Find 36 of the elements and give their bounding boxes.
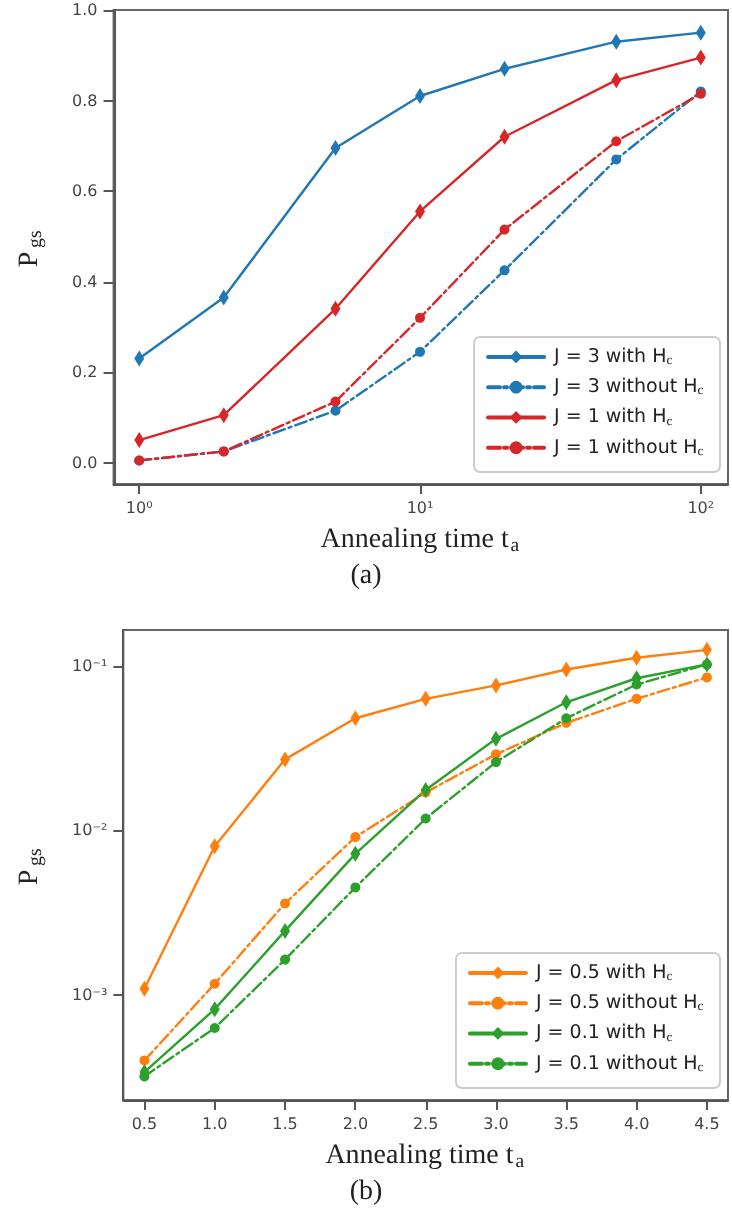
point <box>209 1022 220 1033</box>
x-tick-label: 3.0 <box>483 1115 509 1133</box>
y-tick-label: 0.8 <box>72 91 98 110</box>
x-tick-label: 10¹ <box>406 499 434 517</box>
text: (b) <box>349 1177 383 1207</box>
x-tick-label: 1.0 <box>201 1115 228 1133</box>
point <box>280 898 291 909</box>
y-tick-label: 10⁻² <box>72 821 108 840</box>
y-axis-title: Pgs <box>15 230 48 268</box>
point <box>701 672 712 683</box>
y-axis-title: Pgs <box>15 848 48 886</box>
x-tick-label: 1.5 <box>272 1115 298 1133</box>
x-tick-label: 10⁰ <box>125 499 153 517</box>
y-tick-label: 0.4 <box>72 272 98 291</box>
point <box>209 978 220 989</box>
point <box>420 813 431 824</box>
y-tick-label: 0.6 <box>72 182 98 201</box>
y-tick-label: 1.0 <box>72 1 98 19</box>
point <box>280 954 291 965</box>
y-tick-label: 0.2 <box>72 363 98 382</box>
point <box>350 832 361 843</box>
x-tick-label: 3.5 <box>553 1115 580 1133</box>
y-tick-label: 10⁻³ <box>72 985 108 1004</box>
x-tick-label: 0.5 <box>131 1115 158 1133</box>
point <box>350 882 361 893</box>
x-tick-label: 4.5 <box>694 1115 720 1133</box>
x-tick-label: 4.0 <box>623 1115 650 1133</box>
point <box>139 1055 150 1066</box>
y-tick-label: 10⁻¹ <box>72 656 108 675</box>
point <box>631 693 642 704</box>
y-tick-label: 0.0 <box>72 453 98 472</box>
text: (a) <box>350 561 383 591</box>
x-tick-label: 10² <box>687 499 715 517</box>
x-tick-label: 2.5 <box>412 1115 439 1133</box>
point <box>490 757 501 768</box>
x-tick-label: 2.0 <box>342 1115 369 1133</box>
